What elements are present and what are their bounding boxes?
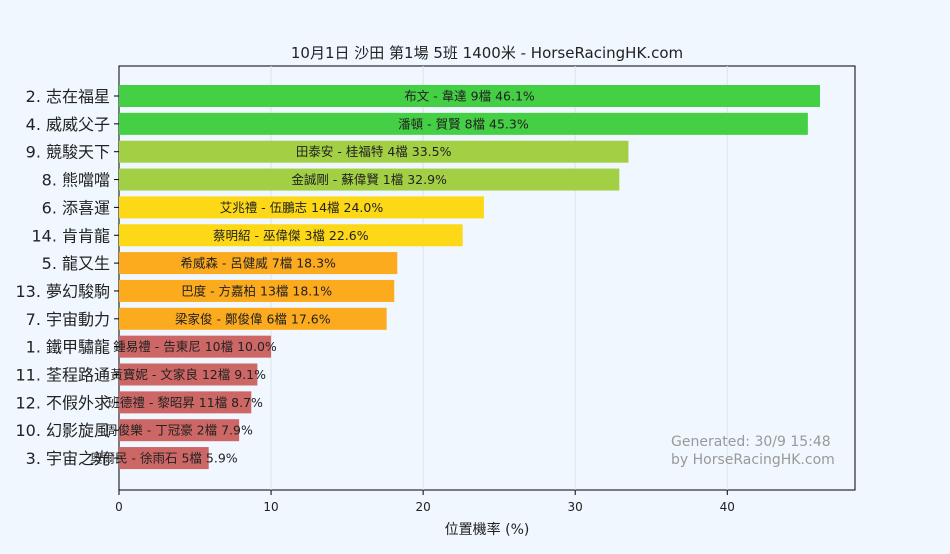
annotation-line-2: by HorseRacingHK.com — [671, 452, 835, 468]
bar — [119, 112, 808, 135]
bar — [119, 279, 395, 302]
bar-label: 周俊樂 - 丁冠豪 2檔 7.9% — [105, 423, 253, 438]
y-tick-label: 3. 宇宙之光 — [26, 449, 110, 468]
chart-title: 10月1日 沙田 第1場 5班 1400米 - HorseRacingHK.co… — [291, 44, 683, 62]
bar-label: 金誠剛 - 蘇偉賢 1檔 32.9% — [291, 172, 447, 187]
y-tick-label: 6. 添喜運 — [42, 198, 110, 217]
bar-label: 梁家俊 - 鄭俊偉 6檔 17.6% — [175, 311, 331, 326]
bar-label: 潘頓 - 賀賢 8檔 45.3% — [398, 116, 529, 131]
y-tick-label: 11. 荃程路通 — [15, 366, 110, 385]
bar — [119, 140, 629, 163]
bar-label: 班德禮 - 黎昭昇 11檔 8.7% — [107, 395, 263, 410]
x-tick-label: 20 — [415, 500, 430, 514]
plot-area — [118, 65, 856, 491]
bar — [119, 447, 209, 470]
y-tick-label: 12. 不假外求 — [15, 393, 110, 412]
bar — [119, 224, 463, 247]
y-tick-label: 2. 志在福星 — [26, 87, 110, 106]
x-tick-label: 0 — [115, 500, 123, 514]
bar-label: 布文 - 韋達 9檔 46.1% — [404, 89, 535, 104]
bar — [119, 307, 387, 330]
y-tick-label: 13. 夢幻駿駒 — [15, 282, 110, 301]
y-tick-label: 14. 肯肯龍 — [31, 226, 110, 245]
x-axis-label: 位置機率 (%) — [445, 521, 530, 538]
bar — [119, 391, 252, 414]
bar — [119, 363, 258, 386]
y-tick-label: 10. 幻影旋風 — [15, 421, 110, 440]
bar-label: 希威森 - 呂健威 7檔 18.3% — [180, 256, 336, 271]
bar-label: 艾兆禮 - 伍鵬志 14檔 24.0% — [220, 200, 384, 215]
y-tick-label: 7. 宇宙動力 — [26, 310, 110, 329]
bar — [119, 85, 821, 107]
bar — [119, 252, 398, 275]
bar-label: 黃寶妮 - 文家良 12檔 9.1% — [110, 367, 266, 382]
bar-label: 鍾易禮 - 告東尼 10檔 10.0% — [113, 339, 277, 354]
x-tick-label: 40 — [720, 500, 735, 514]
annotation-line-1: Generated: 30/9 15:48 — [671, 434, 831, 450]
bar — [119, 419, 240, 442]
bar — [119, 168, 620, 191]
bar-label: 蔡明紹 - 巫偉傑 3檔 22.6% — [213, 228, 369, 243]
bar-label: 田泰安 - 桂福特 4檔 33.5% — [296, 144, 452, 159]
bar-label: 巴度 - 方嘉柏 13檔 18.1% — [181, 283, 332, 298]
y-tick-label: 1. 鐵甲驌龍 — [26, 338, 110, 357]
y-tick-label: 9. 競駿天下 — [26, 143, 110, 162]
x-tick-label: 30 — [568, 500, 583, 514]
y-tick-label: 8. 熊噹噹 — [42, 171, 110, 190]
y-tick-label: 4. 威威父子 — [26, 115, 110, 134]
bar-label: 奧爾民 - 徐雨石 5檔 5.9% — [90, 451, 238, 466]
bar — [119, 335, 272, 358]
y-tick-label: 5. 龍又生 — [42, 254, 110, 273]
x-tick-label: 10 — [263, 500, 278, 514]
bar — [119, 196, 484, 219]
